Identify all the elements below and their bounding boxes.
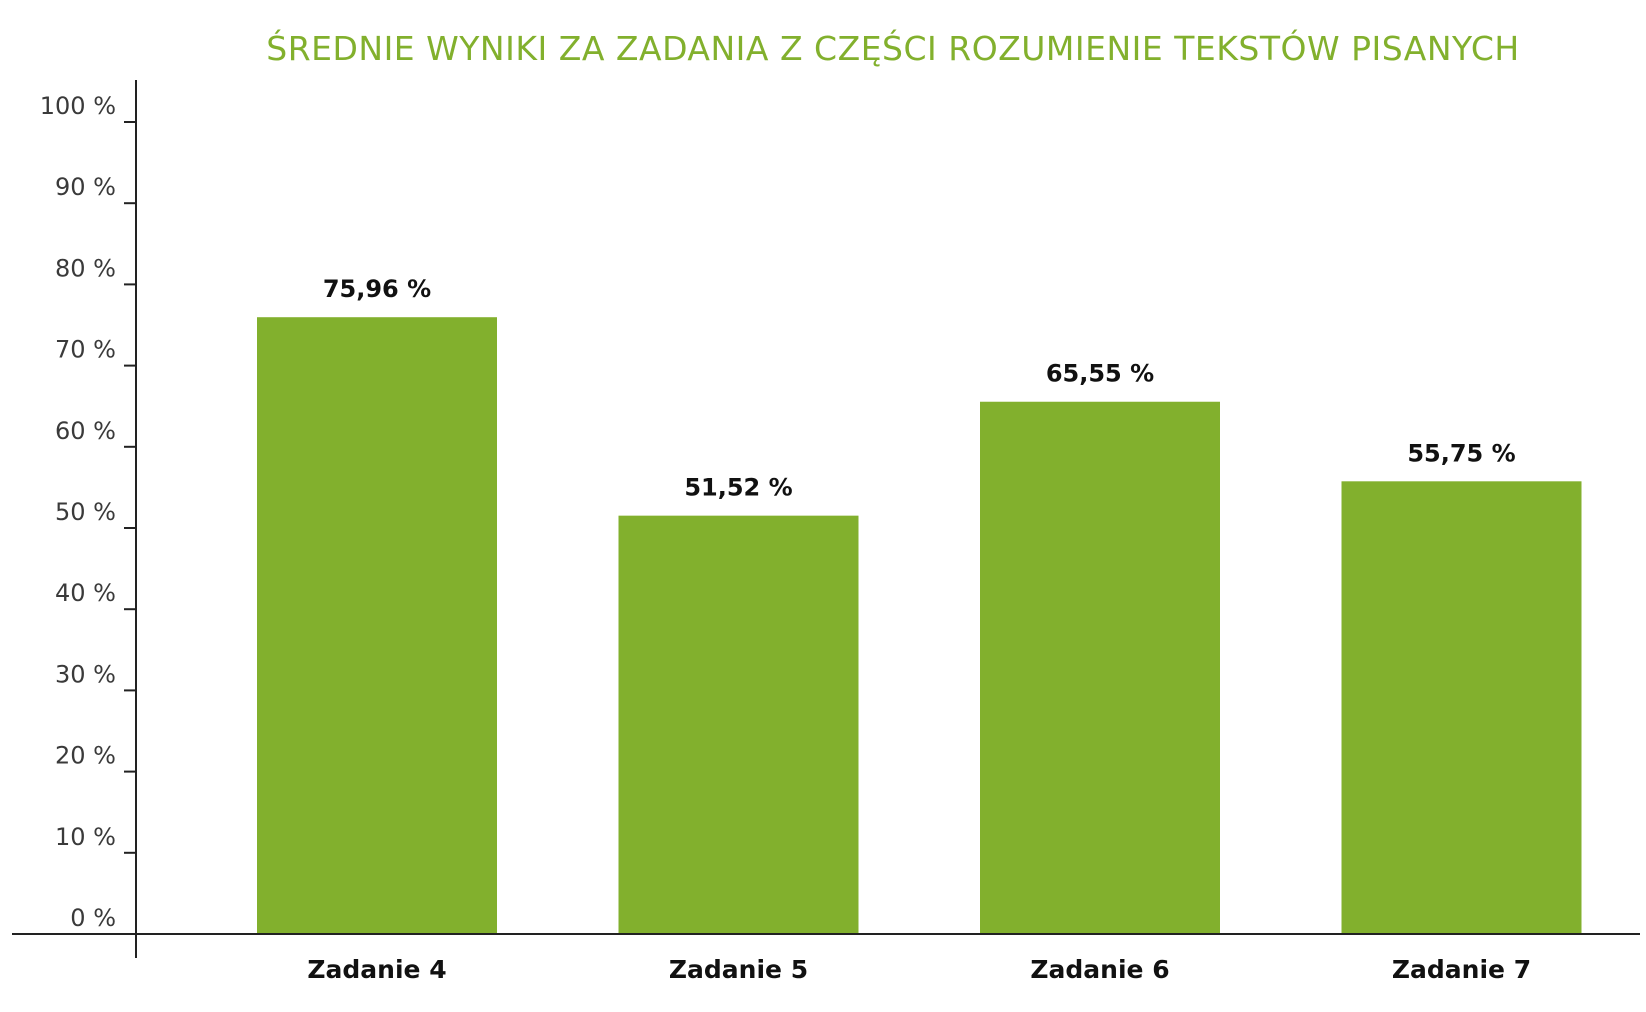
y-tick-label: 10 %	[55, 823, 116, 851]
data-label-2: 51,52 %	[684, 474, 792, 502]
y-tick-label: 0 %	[70, 904, 116, 932]
y-axis: 0 % 10 % 20 % 30 % 40 % 50 % 60 % 70 % 80 % 90 % 1…	[40, 80, 137, 958]
data-label-3: 65,55 %	[1046, 360, 1154, 388]
bar-4	[1341, 481, 1582, 934]
y-tick-label: 70 %	[55, 336, 116, 364]
bar-3	[980, 401, 1220, 934]
x-axis: Zadanie 4 Zadanie 5 Zadanie 6 Zadanie 7	[12, 933, 1640, 984]
y-tick-label: 80 %	[55, 254, 116, 282]
x-category-label: Zadanie 4	[307, 955, 446, 984]
y-tick-label: 30 %	[55, 660, 116, 688]
data-label-1: 75,96 %	[323, 275, 431, 303]
bars	[257, 317, 1582, 934]
bar-2	[618, 515, 859, 934]
y-tick-label: 50 %	[55, 498, 116, 526]
x-category-label: Zadanie 5	[669, 955, 808, 984]
x-category-label: Zadanie 6	[1030, 955, 1169, 984]
y-tick-label: 90 %	[55, 173, 116, 201]
y-tick-label: 100 %	[40, 92, 116, 120]
bar-1	[257, 317, 497, 934]
chart-title: ŚREDNIE WYNIKI ZA ZADANIA Z CZĘŚCI ROZUM…	[266, 28, 1520, 68]
x-category-label: Zadanie 7	[1392, 955, 1531, 984]
y-tick-label: 60 %	[55, 417, 116, 445]
y-tick-label: 20 %	[55, 742, 116, 770]
data-labels: 75,96 % 51,52 % 65,55 % 55,75 %	[323, 275, 1516, 501]
y-tick-label: 40 %	[55, 579, 116, 607]
data-label-4: 55,75 %	[1407, 439, 1515, 467]
